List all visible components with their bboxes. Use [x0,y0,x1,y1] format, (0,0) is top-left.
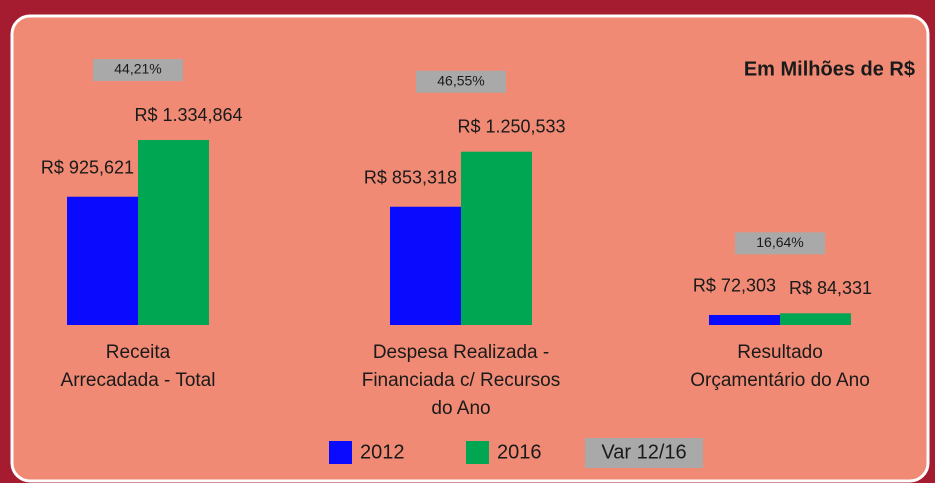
legend-label: 2016 [497,441,542,463]
legend-variation-box [585,438,703,468]
legend-label: Var 12/16 [601,441,686,463]
legend-swatch [329,441,352,464]
chart-title: Em Milhões de R$ [744,58,915,80]
value-label: R$ 1.334,864 [134,105,242,125]
x-tick-label: Resultado [737,342,823,363]
bar [709,314,780,325]
x-tick-label: Arrecadada - Total [61,370,216,391]
variation-box [93,59,183,82]
variation-box [416,70,506,93]
x-tick-label: Receita [106,342,171,363]
bar [67,196,138,325]
x-tick-label: Despesa Realizada - [373,342,549,363]
value-label: R$ 853,318 [364,168,457,188]
value-label: R$ 72,303 [693,276,776,296]
x-tick-label: do Ano [431,398,490,419]
bar [390,206,461,325]
bar [780,313,851,325]
x-tick-label: Financiada c/ Recursos [362,370,561,391]
value-label: R$ 925,621 [41,157,134,177]
bar [138,140,209,325]
variation-label: 16,64% [756,234,803,250]
variation-label: 44,21% [114,61,161,77]
value-label: R$ 1.250,533 [457,116,565,136]
x-tick-label: Orçamentário do Ano [690,370,870,391]
variation-label: 46,55% [437,72,484,88]
bar [461,151,532,325]
value-label: R$ 84,331 [789,278,872,298]
legend-label: 2012 [360,441,405,463]
legend-swatch [466,441,489,464]
variation-box [735,232,825,255]
